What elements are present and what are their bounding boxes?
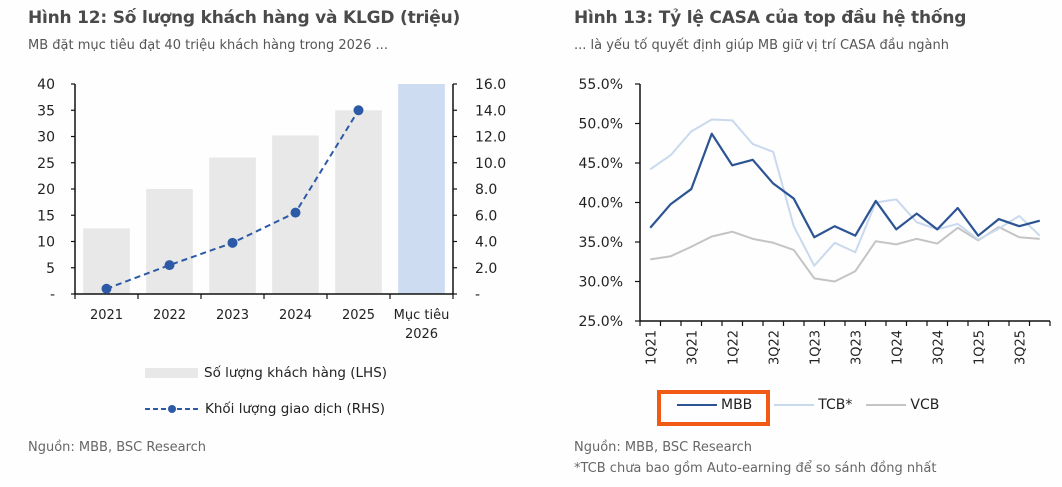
- mbb-legend-highlight-box: [657, 390, 770, 426]
- left-tick-label: 10: [37, 235, 55, 251]
- right-tick-label: 12.0: [475, 130, 506, 146]
- x-tick-label: 3Q25: [1013, 330, 1028, 365]
- x-tick-label: 2026: [405, 327, 438, 342]
- left-tick-label: 25: [37, 156, 55, 172]
- legend-label-transactions: Khối lượng giao dịch (RHS): [205, 401, 386, 417]
- line-mbb: [649, 132, 1041, 239]
- x-tick-label: 1Q25: [972, 330, 987, 365]
- x-tick-label: 3Q22: [767, 330, 782, 365]
- x-tick-label: 3Q23: [849, 330, 864, 365]
- y-tick-label: 45.0%: [579, 156, 623, 172]
- y-tick-label: 30.0%: [579, 275, 623, 291]
- bar-2021: [83, 228, 130, 294]
- x-tick-label: 2021: [90, 308, 123, 323]
- x-tick-label: 1Q23: [808, 330, 823, 365]
- left-tick-label: 30: [37, 130, 55, 146]
- left-legend: Số lượng khách hàng (LHS) Khối lượng gia…: [145, 362, 387, 420]
- right-tick-label: -: [475, 287, 480, 303]
- y-tick-label: 55.0%: [579, 77, 623, 93]
- legend-item-mbb: MBB: [677, 397, 752, 413]
- legend-line-vcb: [866, 404, 907, 406]
- y-tick-label: 50.0%: [579, 117, 623, 133]
- legend-item-vcb: VCB: [866, 397, 939, 413]
- left-chart-subtitle: MB đặt mục tiêu đạt 40 triệu khách hàng …: [28, 38, 388, 53]
- legend-item-customers: Số lượng khách hàng (LHS): [145, 362, 387, 384]
- right-tick-label: 2.0: [475, 261, 497, 277]
- right-tick-label: 6.0: [475, 208, 497, 224]
- bar-2022: [146, 189, 193, 294]
- line-tcb: [649, 118, 1041, 267]
- legend-label-mbb: MBB: [721, 397, 753, 413]
- left-tick-label: -: [50, 287, 55, 303]
- x-tick-label: 1Q22: [726, 330, 741, 365]
- legend-label-customers: Số lượng khách hàng (LHS): [204, 365, 388, 381]
- x-tick-label: 3Q21: [685, 330, 700, 365]
- right-source: Nguồn: MBB, BSC Research: [574, 440, 753, 455]
- transactions-point-2025: [353, 105, 364, 116]
- right-chart-title: Hình 13: Tỷ lệ CASA của top đầu hệ thống: [574, 8, 967, 28]
- x-tick-label: 2024: [279, 308, 312, 323]
- bar-2023: [209, 157, 256, 294]
- transactions-point-2022: [164, 260, 175, 271]
- right-chart-subtitle: ... là yếu tố quyết định giúp MB giữ vị …: [574, 38, 950, 53]
- legend-bar-swatch: [145, 368, 198, 378]
- left-tick-label: 40: [37, 77, 55, 93]
- bar-2025: [335, 110, 382, 294]
- legend-item-tcb: TCB*: [774, 397, 852, 413]
- x-tick-label: 2023: [216, 308, 249, 323]
- legend-line-tcb: [774, 404, 815, 406]
- right-tick-label: 4.0: [475, 235, 497, 251]
- transactions-point-2023: [227, 237, 238, 248]
- right-tick-label: 8.0: [475, 182, 497, 198]
- right-legend: MBB TCB* VCB: [677, 397, 953, 413]
- right-tick-label: 14.0: [475, 103, 506, 119]
- left-chart-title: Hình 12: Số lượng khách hàng và KLGD (tr…: [28, 8, 461, 28]
- customer-volume-chart: -510152025303540-2.04.06.08.010.012.014.…: [37, 77, 506, 342]
- left-tick-label: 20: [37, 182, 55, 198]
- left-tick-label: 15: [37, 208, 55, 224]
- right-footnote: *TCB chưa bao gồm Auto-earning để so sán…: [574, 461, 937, 476]
- x-tick-label: 1Q21: [644, 330, 659, 365]
- transactions-point-2024: [290, 207, 301, 218]
- x-tick-label: 2025: [342, 308, 375, 323]
- x-tick-label: 3Q24: [931, 330, 946, 365]
- legend-dashed-line-marker: [145, 405, 201, 413]
- casa-ratio-chart: 25.0% 30.0% 35.0% 40.0% 45.0% 50.0% 55.0% 1Q21 3…: [579, 77, 1051, 365]
- legend-line-mbb: [677, 404, 717, 406]
- legend-label-vcb: VCB: [910, 397, 940, 413]
- bar-mục-tiêu-2026: [398, 84, 445, 294]
- right-tick-label: 10.0: [475, 156, 506, 172]
- legend-item-transactions: Khối lượng giao dịch (RHS): [145, 398, 387, 420]
- left-source: Nguồn: MBB, BSC Research: [28, 440, 207, 455]
- x-tick-label: Mục tiêu: [394, 308, 450, 323]
- transactions-point-2021: [101, 283, 112, 294]
- y-tick-label: 40.0%: [579, 196, 623, 212]
- x-tick-label: 1Q24: [890, 330, 905, 365]
- y-tick-label: 35.0%: [579, 235, 623, 251]
- y-tick-label: 25.0%: [579, 314, 623, 330]
- left-tick-label: 35: [37, 103, 55, 119]
- legend-label-tcb: TCB*: [818, 397, 853, 413]
- line-vcb: [650, 225, 1040, 283]
- right-tick-label: 16.0: [475, 77, 506, 93]
- x-tick-label: 2022: [153, 308, 186, 323]
- left-tick-label: 5: [46, 261, 55, 277]
